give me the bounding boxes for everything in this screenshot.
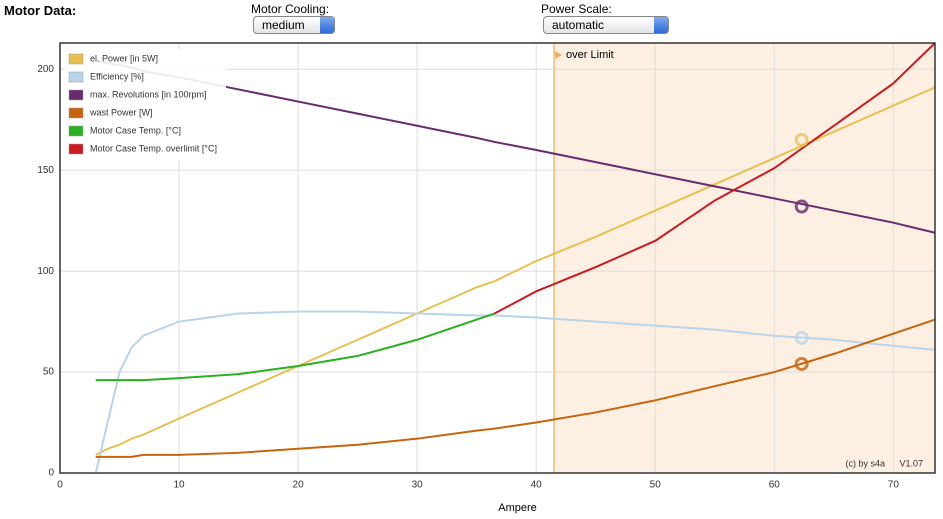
scale-label: Power Scale: <box>541 2 612 16</box>
series-line <box>95 86 936 456</box>
y-tick-label: 0 <box>48 468 54 479</box>
legend-swatch <box>68 107 84 119</box>
y-tick-label: 200 <box>37 64 54 75</box>
y-tick-label: 100 <box>37 266 54 277</box>
credit: (c) by s4a <box>845 458 885 468</box>
limit-label: over Limit <box>566 49 614 61</box>
legend-label: wast Power [W] <box>89 107 153 117</box>
highlight-point <box>794 330 809 345</box>
plot-border <box>59 42 936 474</box>
cooling-select[interactable]: medium <box>253 16 335 34</box>
scale-select[interactable]: automatic <box>543 16 669 34</box>
series-line <box>94 310 936 474</box>
x-tick-label: 70 <box>888 480 900 491</box>
cooling-value: medium <box>262 18 305 32</box>
x-axis-label: Ampere <box>498 502 537 514</box>
legend-label: max. Revolutions [in 100rpm] <box>90 89 207 99</box>
select-arrow <box>654 17 668 33</box>
x-tick-label: 0 <box>57 480 63 491</box>
x-tick-label: 20 <box>293 480 305 491</box>
select-arrow <box>320 17 334 33</box>
series-line <box>95 318 936 458</box>
x-tick-label: 50 <box>650 480 662 491</box>
legend-swatch <box>68 143 84 155</box>
limit-marker <box>555 51 563 59</box>
series-line <box>494 42 936 315</box>
legend-swatch <box>68 53 84 65</box>
highlight-point <box>794 199 809 214</box>
legend-swatch <box>68 125 84 137</box>
legend-box <box>64 50 226 160</box>
legend-label: Motor Case Temp. overlimit [°C] <box>90 143 217 153</box>
legend-swatch <box>68 89 84 101</box>
y-tick-label: 50 <box>43 367 55 378</box>
scale-value: automatic <box>552 18 605 32</box>
legend-label: Efficiency [%] <box>90 71 144 81</box>
highlight-point <box>794 132 809 147</box>
x-tick-label: 40 <box>531 480 543 491</box>
x-tick-label: 60 <box>769 480 781 491</box>
x-tick-label: 30 <box>412 480 424 491</box>
title: Motor Data: <box>4 3 77 18</box>
highlight-point <box>794 356 809 371</box>
legend-label: el. Power [in 5W] <box>90 53 158 63</box>
cooling-label: Motor Cooling: <box>251 2 330 16</box>
series-line <box>95 312 495 382</box>
y-tick-label: 150 <box>37 165 54 176</box>
version: V1.07 <box>899 458 923 468</box>
legend-label: Motor Case Temp. [°C] <box>90 125 181 135</box>
x-tick-label: 10 <box>173 480 185 491</box>
legend-swatch <box>68 71 84 83</box>
